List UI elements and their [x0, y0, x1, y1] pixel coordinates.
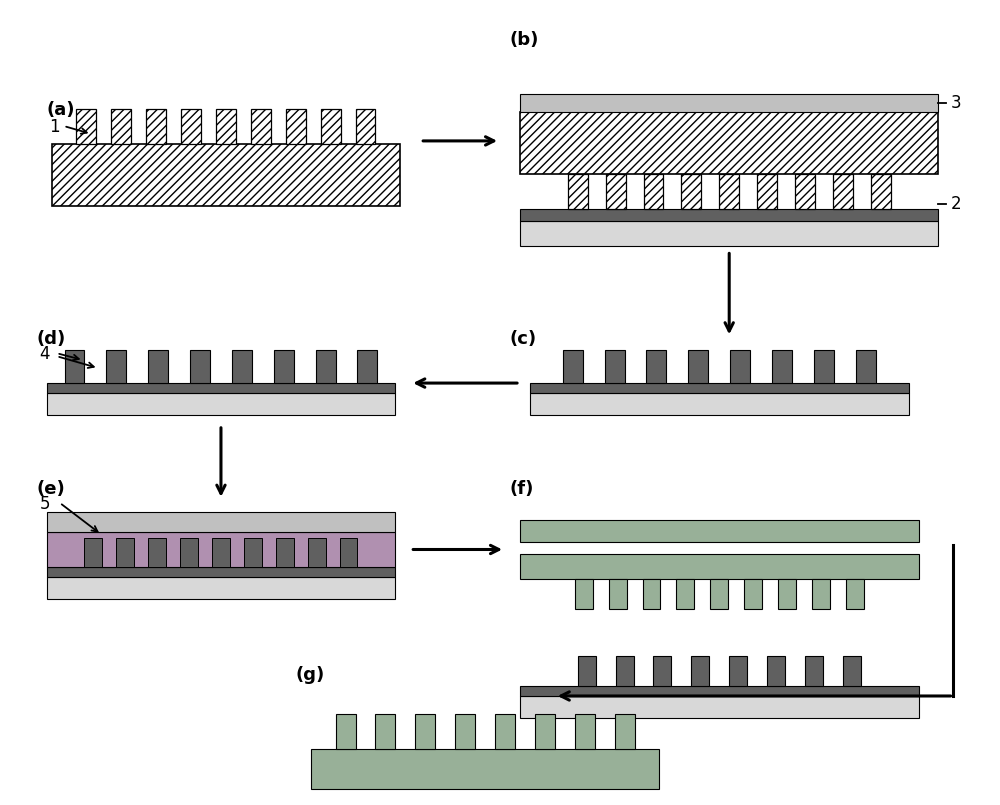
Bar	[605, 350, 625, 383]
Bar	[653, 656, 671, 686]
Text: 4: 4	[40, 345, 50, 363]
Bar	[681, 174, 701, 208]
Bar	[833, 174, 853, 208]
Bar	[65, 350, 84, 383]
Text: 3: 3	[950, 94, 961, 112]
Bar	[47, 393, 395, 415]
Bar	[340, 538, 357, 568]
Bar	[216, 109, 236, 144]
Bar	[615, 714, 635, 749]
Text: 5: 5	[40, 495, 50, 513]
Bar	[846, 580, 864, 609]
Bar	[308, 538, 326, 568]
Bar	[535, 714, 555, 749]
Bar	[212, 538, 230, 568]
Bar	[795, 174, 815, 208]
Bar	[730, 350, 750, 383]
Text: (e): (e)	[37, 480, 65, 497]
Bar	[495, 714, 515, 749]
Bar	[520, 519, 919, 542]
Bar	[520, 94, 938, 112]
Bar	[316, 350, 336, 383]
Text: (b): (b)	[510, 31, 539, 49]
Bar	[520, 686, 919, 696]
Bar	[563, 350, 583, 383]
Bar	[111, 109, 131, 144]
Bar	[84, 538, 102, 568]
Bar	[180, 538, 198, 568]
Bar	[676, 580, 694, 609]
Bar	[606, 174, 626, 208]
Bar	[76, 109, 96, 144]
Bar	[47, 531, 395, 568]
Text: (d): (d)	[37, 330, 66, 349]
Text: (g): (g)	[296, 666, 325, 684]
Bar	[646, 350, 666, 383]
Bar	[767, 656, 785, 686]
Bar	[644, 174, 663, 208]
Bar	[190, 350, 210, 383]
Text: (c): (c)	[510, 330, 537, 349]
Bar	[530, 393, 909, 415]
Bar	[148, 538, 166, 568]
Bar	[757, 174, 777, 208]
Bar	[52, 144, 400, 206]
Bar	[375, 714, 395, 749]
Bar	[520, 112, 938, 174]
Bar	[455, 714, 475, 749]
Text: 1: 1	[50, 118, 60, 136]
Bar	[520, 221, 938, 246]
Bar	[691, 656, 709, 686]
Bar	[856, 350, 876, 383]
Bar	[575, 580, 593, 609]
Bar	[530, 383, 909, 393]
Bar	[244, 538, 262, 568]
Bar	[276, 538, 294, 568]
Bar	[116, 538, 134, 568]
Bar	[575, 714, 595, 749]
Bar	[520, 696, 919, 718]
Bar	[274, 350, 294, 383]
Bar	[47, 577, 395, 599]
Bar	[805, 656, 823, 686]
Bar	[415, 714, 435, 749]
Bar	[719, 174, 739, 208]
Bar	[814, 350, 834, 383]
Bar	[321, 109, 341, 144]
Bar	[710, 580, 728, 609]
Bar	[778, 580, 796, 609]
Bar	[356, 109, 375, 144]
Bar	[578, 656, 596, 686]
Bar	[812, 580, 830, 609]
Bar	[643, 580, 660, 609]
Bar	[843, 656, 861, 686]
Bar	[744, 580, 762, 609]
Bar	[232, 350, 252, 383]
Bar	[47, 568, 395, 577]
Bar	[311, 749, 659, 789]
Bar	[47, 512, 395, 531]
Bar	[609, 580, 627, 609]
Bar	[286, 109, 306, 144]
Bar	[336, 714, 356, 749]
Text: 2: 2	[950, 195, 961, 213]
Bar	[106, 350, 126, 383]
Bar	[357, 350, 377, 383]
Bar	[616, 656, 634, 686]
Bar	[47, 383, 395, 393]
Bar	[181, 109, 201, 144]
Bar	[772, 350, 792, 383]
Text: (a): (a)	[47, 101, 75, 119]
Bar	[520, 208, 938, 221]
Bar	[568, 174, 588, 208]
Bar	[871, 174, 891, 208]
Bar	[148, 350, 168, 383]
Bar	[729, 656, 747, 686]
Text: (f): (f)	[510, 480, 534, 497]
Bar	[688, 350, 708, 383]
Bar	[251, 109, 271, 144]
Bar	[146, 109, 166, 144]
Bar	[520, 555, 919, 580]
